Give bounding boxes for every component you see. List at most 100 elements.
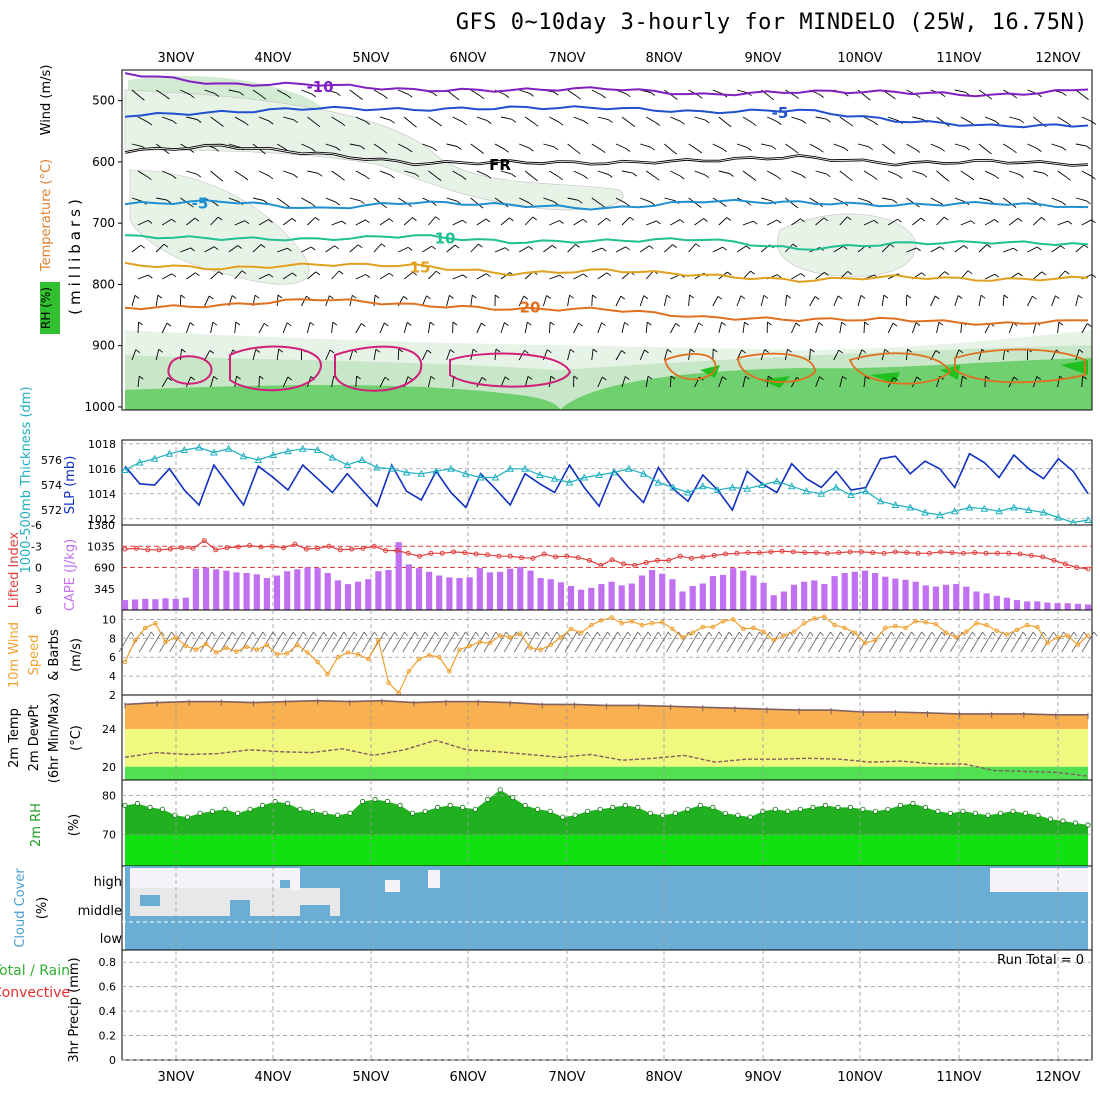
cape-bar: [740, 570, 747, 610]
wind-barb: [911, 376, 918, 388]
wind-barb-10m: [698, 631, 702, 637]
wind-barb: [790, 322, 797, 334]
wind-barb: [462, 274, 468, 279]
wind-barb: [282, 376, 289, 388]
wind-barb: [317, 172, 323, 177]
wind-barb: [196, 173, 202, 178]
lifted-index-point: [768, 549, 774, 555]
panel-upper-air: [121, 69, 1093, 411]
wind-barb: [287, 247, 292, 252]
rh2m-point: [1072, 820, 1079, 826]
lifted-index-point: [541, 551, 547, 557]
wind-barb-10m: [373, 631, 378, 637]
wind-barb: [597, 217, 607, 226]
wind-barb: [165, 95, 170, 100]
wind-barb: [801, 120, 807, 124]
wind-barb: [437, 122, 442, 127]
wind-barb: [1075, 295, 1079, 307]
wind-barb: [985, 375, 990, 380]
wind-barb: [670, 323, 677, 334]
wind-barb: [727, 271, 732, 276]
lifted-index-point: [983, 550, 989, 556]
thickness-tick-label: 576: [41, 454, 62, 467]
wind-barb: [1027, 246, 1038, 253]
wind-barb: [722, 246, 727, 251]
lifted-index-point: [972, 550, 978, 556]
wind-barb: [639, 245, 650, 253]
wind-barb: [558, 121, 564, 126]
temperature-contour-20b: [663, 348, 1086, 385]
wind-barb: [570, 348, 575, 353]
cape-bar: [365, 579, 372, 610]
wind-barb: [984, 170, 996, 177]
cape-bar: [1044, 602, 1051, 610]
wind-barb: [675, 323, 680, 327]
wind-barb: [375, 348, 381, 353]
wind-barb: [137, 274, 149, 280]
cape-bar: [557, 582, 564, 610]
wind-barb: [624, 321, 629, 326]
cape-bar: [973, 591, 980, 610]
wind-barb: [1008, 218, 1019, 226]
cape-bar: [426, 571, 433, 610]
wind-barb: [916, 376, 921, 381]
wind-barb-10m: [1020, 631, 1034, 653]
y-axis-label-cloud-units: (%): [35, 897, 50, 920]
rh2m-point: [372, 796, 378, 803]
precip-tick-label: 0.4: [99, 1005, 117, 1018]
rh2m-point: [535, 806, 541, 812]
wind-barb: [511, 173, 516, 178]
wind-barb: [234, 116, 245, 123]
wind-barb: [1037, 93, 1042, 98]
temperature-contour: [124, 234, 1089, 251]
wind-barb: [519, 143, 530, 149]
wind-barb: [960, 376, 963, 388]
wind-barb: [398, 89, 409, 95]
cape-bar: [770, 595, 777, 610]
wind-barb: [135, 349, 141, 354]
wind-barb: [365, 121, 371, 125]
wind-barb: [252, 244, 262, 253]
wind-barb: [217, 216, 223, 221]
wind-barb: [647, 375, 653, 380]
rh2m-point: [785, 808, 791, 814]
x-tick-label-bottom: 9NOV: [745, 1070, 782, 1085]
wind-barb: [196, 119, 202, 123]
wind-barb: [766, 170, 778, 177]
wind-barb: [139, 375, 144, 380]
wind10-point: [143, 625, 148, 631]
rh2m-low-area: [125, 834, 1088, 866]
wind-barb: [606, 217, 611, 222]
wind-barb: [906, 143, 917, 150]
panel-precip: [121, 949, 1093, 1061]
wind-barb-10m: [341, 631, 355, 653]
lifted-index-point: [756, 550, 762, 556]
wind-barb: [1002, 349, 1006, 361]
wind10-point: [832, 622, 837, 628]
wind-barb: [602, 376, 607, 381]
wind-barb-10m: [455, 631, 459, 637]
thickness-point: [165, 449, 174, 457]
wind-barb: [819, 148, 824, 153]
rh2m-tick-label: 80: [102, 790, 116, 803]
wind10-point: [649, 620, 655, 626]
wind-barb: [960, 220, 972, 226]
wind-barb: [449, 295, 454, 299]
wind-barb-10m: [749, 631, 753, 637]
rh2m-point: [1035, 812, 1041, 818]
thickness-point: [373, 463, 381, 471]
wind-barb: [524, 322, 528, 334]
wind-barb-10m: [232, 631, 236, 637]
rh2m-point: [810, 804, 816, 811]
temperature-contour-fr-inner: [124, 144, 1089, 166]
wind-barb: [688, 243, 697, 253]
rh2m-point: [460, 804, 466, 811]
wind-barb: [388, 218, 394, 223]
wind-barb: [621, 350, 626, 354]
x-tick-label-bottom: 12NOV: [1035, 1070, 1080, 1085]
wind-barb: [277, 247, 288, 253]
wind-barb: [349, 197, 361, 202]
wind10-point: [578, 630, 584, 636]
wind-barb: [673, 96, 678, 100]
cape-bar: [669, 579, 676, 610]
